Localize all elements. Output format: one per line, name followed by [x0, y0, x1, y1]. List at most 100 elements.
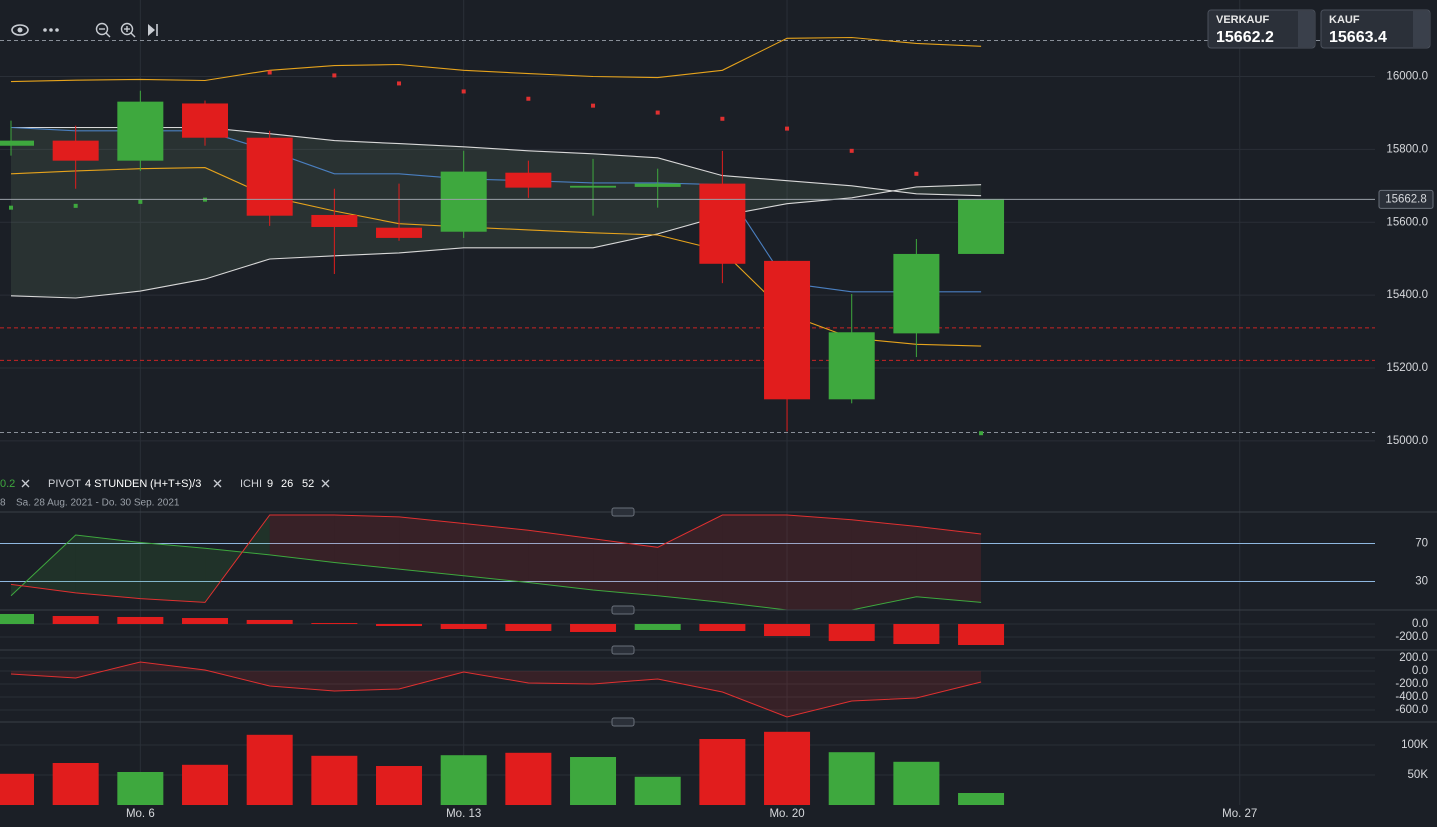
bar	[117, 616, 164, 624]
bar	[958, 793, 1005, 805]
y-tick-label: 15200.0	[1386, 362, 1428, 374]
candle-body	[0, 140, 34, 146]
bar	[634, 776, 681, 805]
band-fill	[75, 534, 141, 599]
bar	[117, 772, 164, 805]
bar	[0, 613, 34, 624]
sar-dot	[9, 205, 13, 210]
remove-icon[interactable]	[213, 479, 222, 488]
band-fill	[851, 519, 917, 610]
indicator-param: (H+T+S)/3	[150, 478, 201, 490]
indicator-param: 4 STUNDEN	[85, 478, 147, 490]
zoom-out-button[interactable]	[95, 22, 111, 38]
x-tick-label: Mo. 20	[769, 808, 804, 820]
y-tick-label: 30	[1415, 576, 1428, 588]
y-tick-label: -400.0	[1395, 691, 1428, 703]
band-fill	[916, 526, 982, 603]
legend-prefix: 8	[0, 498, 6, 509]
pane-separators	[0, 507, 1437, 727]
indicator-legend: 0.2 PIVOT 4 STUNDEN (H+T+S)/3 ICHI 9 26 …	[0, 478, 330, 509]
x-tick-label: Mo. 13	[446, 808, 481, 820]
bar	[376, 766, 423, 805]
y-tick-label: 70	[1415, 538, 1428, 550]
candle-body	[634, 183, 681, 187]
zoom-in-button[interactable]	[120, 22, 136, 38]
bar	[246, 734, 293, 805]
sar-dot	[849, 148, 854, 153]
indicator-line	[10, 661, 982, 718]
band-fill	[657, 515, 723, 603]
quote-price: 15662.2	[1216, 29, 1274, 46]
sar-dot	[267, 70, 272, 75]
band-fill	[463, 523, 529, 583]
remove-icon[interactable]	[321, 479, 330, 488]
candle-body	[311, 214, 358, 227]
last-price-box	[1378, 189, 1434, 209]
bar	[311, 755, 358, 805]
y-tick-label: -200.0	[1395, 678, 1428, 690]
sar-dot	[526, 96, 531, 101]
y-tick-label: 15800.0	[1386, 143, 1428, 155]
band-fill	[269, 515, 335, 563]
bar	[52, 763, 99, 805]
candle-body	[828, 332, 875, 400]
candle-body	[440, 171, 487, 232]
bar	[828, 623, 875, 642]
candle-body	[699, 183, 746, 264]
more-button[interactable]	[43, 28, 59, 32]
candle-body	[117, 101, 164, 161]
bar	[893, 623, 940, 645]
indicator-param: 52	[302, 478, 314, 490]
bar	[634, 623, 681, 630]
sar-dot	[655, 110, 660, 115]
band-fill	[399, 516, 464, 576]
bar	[828, 752, 875, 805]
indicator-param: 26	[281, 478, 293, 490]
overlay-line	[11, 126, 982, 197]
bar	[699, 623, 746, 632]
sar-dot	[914, 171, 919, 176]
sar-dot	[785, 126, 790, 131]
bar	[440, 755, 487, 805]
remove-icon[interactable]	[21, 479, 30, 488]
quote-label: VERKAUF	[1216, 14, 1269, 26]
bar	[440, 623, 487, 630]
bar	[0, 773, 34, 805]
x-tick-label: Mo. 6	[126, 808, 155, 820]
bar	[570, 623, 617, 632]
band-fill	[528, 530, 594, 591]
indicator-name: PIVOT	[48, 478, 81, 490]
band-fill	[140, 542, 206, 603]
y-tick-label: -200.0	[1395, 631, 1428, 643]
indicator-line	[10, 514, 982, 603]
scroll-end-button[interactable]	[148, 24, 158, 36]
y-tick-label: 16000.0	[1386, 71, 1428, 83]
sar-dot	[461, 89, 466, 94]
sell-quote[interactable]: VERKAUF 15662.2	[1207, 9, 1316, 49]
bar	[764, 731, 811, 805]
y-tick-label: 15400.0	[1386, 289, 1428, 301]
candle-body	[52, 140, 99, 161]
toolbar	[11, 22, 158, 38]
y-tick-label: 200.0	[1399, 652, 1428, 664]
y-tick-label: -600.0	[1395, 704, 1428, 716]
buy-quote[interactable]: KAUF 15663.4	[1320, 9, 1431, 49]
x-tick-label: Mo. 27	[1222, 808, 1257, 820]
candle-body	[182, 103, 229, 138]
quote-label: KAUF	[1329, 14, 1360, 26]
bar	[958, 623, 1005, 646]
candle-body	[893, 253, 940, 334]
quote-price: 15663.4	[1329, 29, 1387, 46]
bar	[699, 739, 746, 805]
candle-body	[958, 198, 1005, 254]
bar	[893, 761, 940, 805]
y-tick-label: 50K	[1408, 769, 1429, 781]
eye-button[interactable]	[11, 24, 29, 36]
resize-handle[interactable]	[611, 507, 635, 727]
sar-param: 0.2	[0, 478, 15, 490]
last-price-label: 15662.8	[1385, 193, 1427, 205]
band-fill	[205, 515, 270, 603]
